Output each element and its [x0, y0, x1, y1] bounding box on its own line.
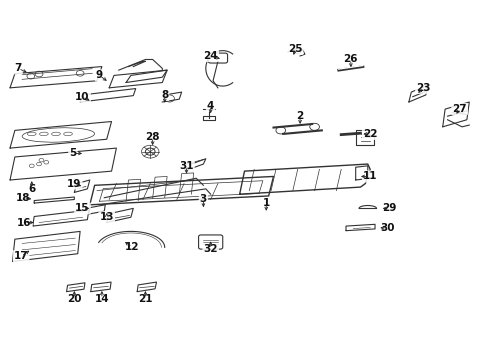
Text: 6: 6	[28, 184, 35, 194]
Text: 22: 22	[362, 129, 377, 139]
Text: 16: 16	[17, 217, 32, 228]
Text: 24: 24	[203, 51, 218, 61]
Text: 9: 9	[96, 71, 103, 80]
Text: 13: 13	[99, 212, 114, 222]
Text: 23: 23	[415, 83, 430, 93]
Text: 27: 27	[451, 104, 466, 114]
Text: 19: 19	[67, 179, 81, 189]
Text: 25: 25	[287, 44, 302, 54]
Text: 31: 31	[179, 161, 193, 171]
Text: 21: 21	[138, 294, 152, 304]
Text: 3: 3	[200, 194, 206, 204]
Text: 5: 5	[69, 148, 76, 158]
Text: 28: 28	[145, 132, 160, 143]
Text: 18: 18	[16, 193, 30, 203]
Text: 11: 11	[362, 171, 377, 181]
Text: 15: 15	[75, 203, 90, 213]
Text: 20: 20	[67, 294, 81, 304]
Text: 7: 7	[15, 63, 22, 73]
Text: 4: 4	[206, 100, 214, 111]
Text: 8: 8	[161, 90, 168, 100]
Text: 17: 17	[14, 251, 28, 261]
Text: 26: 26	[343, 54, 357, 64]
Text: 10: 10	[75, 92, 90, 102]
Text: 12: 12	[125, 242, 139, 252]
Text: 32: 32	[203, 244, 218, 254]
Text: 2: 2	[296, 111, 303, 121]
Text: 30: 30	[379, 223, 393, 233]
Text: 14: 14	[94, 294, 109, 304]
Text: 29: 29	[382, 203, 396, 213]
Text: 1: 1	[262, 198, 269, 208]
